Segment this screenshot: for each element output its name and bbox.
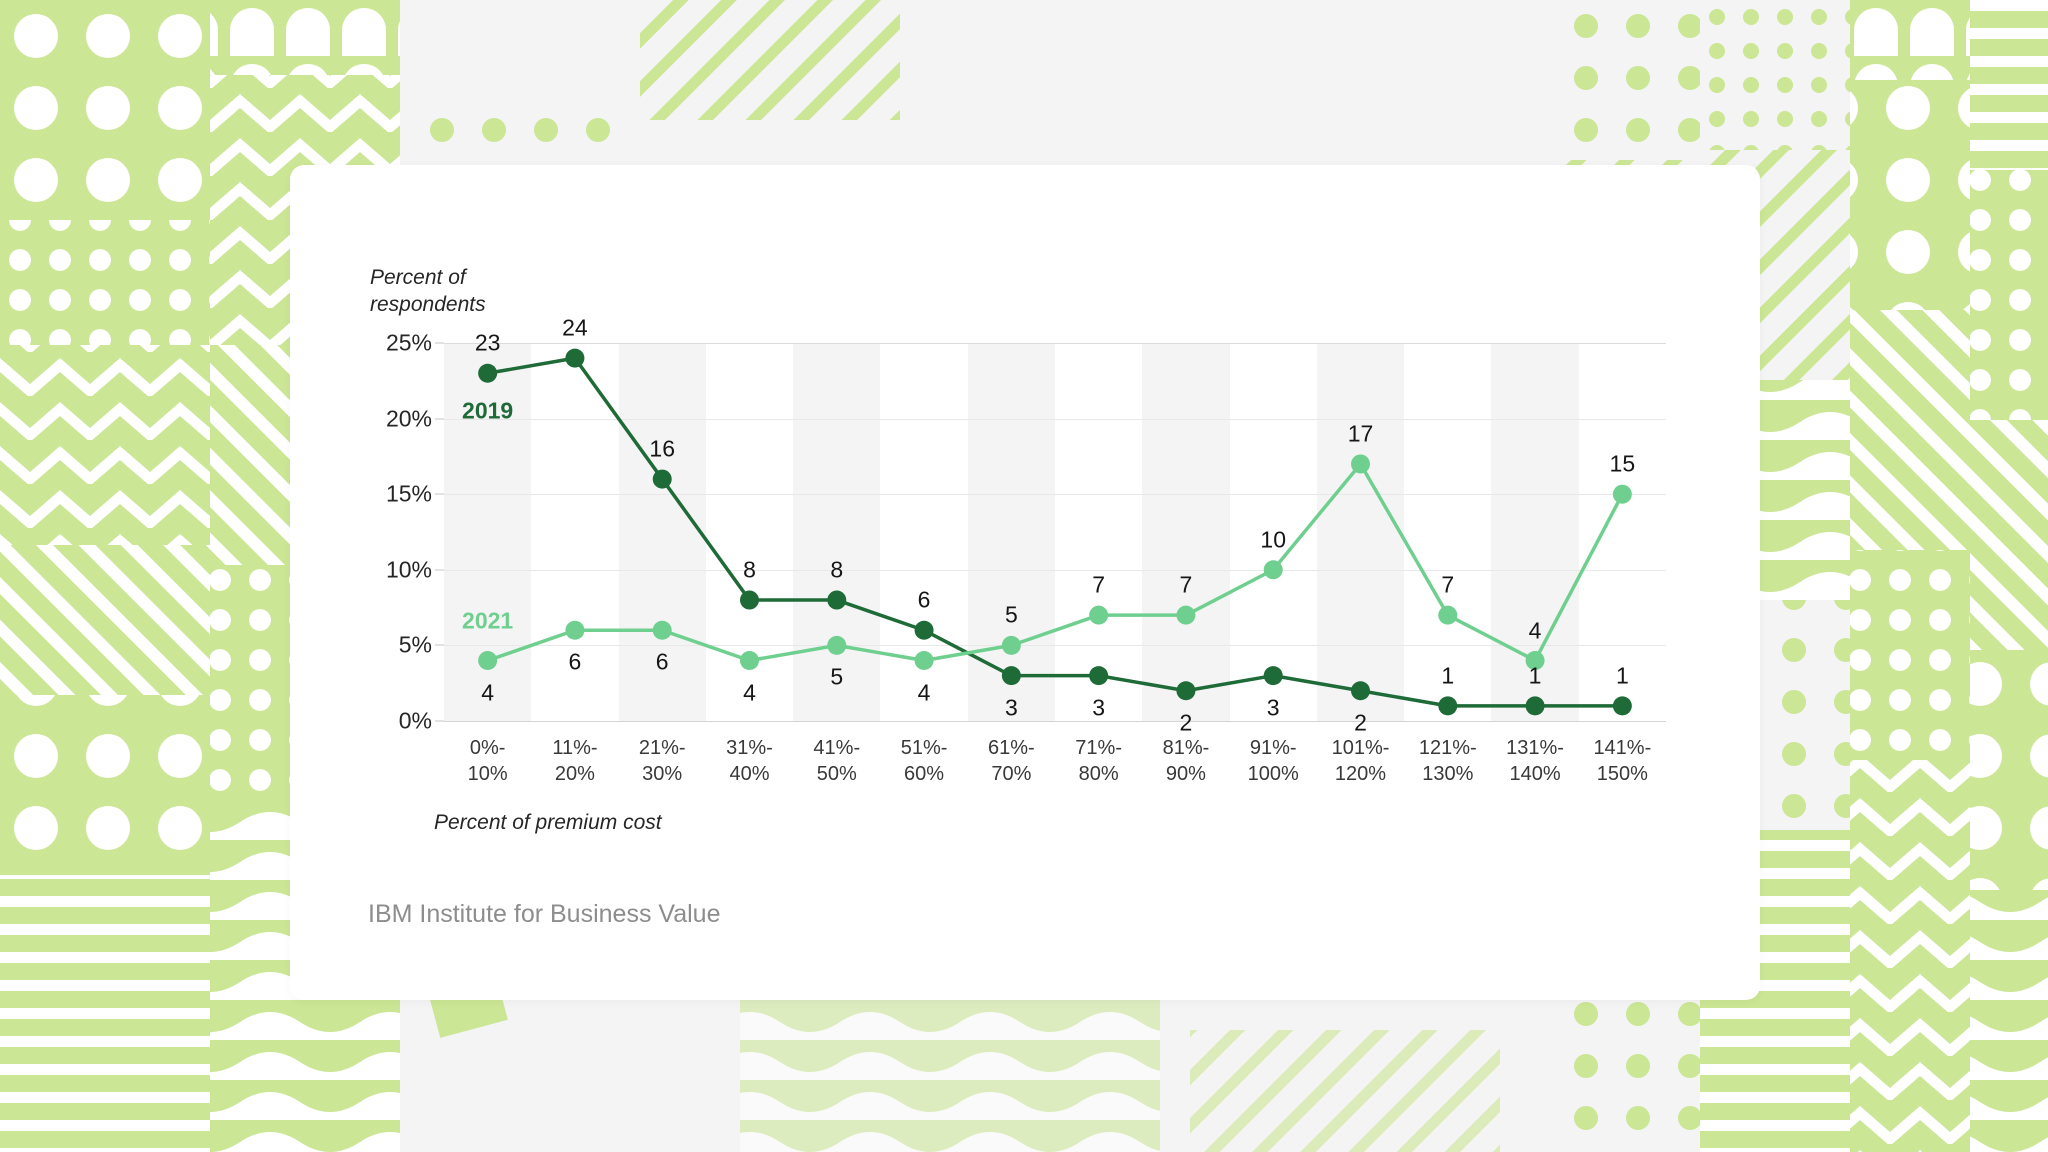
x-axis-tick-label: 51%- 60% bbox=[900, 737, 948, 786]
y-axis-tick-label: 15% bbox=[385, 480, 432, 507]
data-point-marker[interactable] bbox=[478, 363, 498, 383]
x-axis-tick-label: 31%- 40% bbox=[726, 737, 773, 786]
x-axis-tick-label: 121%- 130% bbox=[1418, 737, 1477, 786]
column-band bbox=[618, 343, 706, 721]
y-axis-tick-label: 5% bbox=[398, 631, 432, 658]
source-label: IBM Institute for Business Value bbox=[368, 900, 721, 928]
x-axis-tick-label: 131%- 140% bbox=[1506, 737, 1564, 786]
gridline bbox=[444, 721, 1666, 722]
data-point-marker[interactable] bbox=[1351, 681, 1370, 701]
column-band bbox=[1142, 343, 1230, 721]
gridline bbox=[444, 569, 1666, 571]
column-band bbox=[1316, 343, 1405, 721]
data-point-marker[interactable] bbox=[1089, 666, 1109, 686]
data-point-marker[interactable] bbox=[827, 590, 847, 610]
x-axis-tick-label: 21%- 30% bbox=[638, 737, 686, 786]
y-axis-tick-mark bbox=[435, 569, 444, 571]
y-axis-tick-label: 25% bbox=[385, 329, 432, 356]
gridline bbox=[444, 494, 1666, 496]
x-axis-tick-label: 0%- 10% bbox=[467, 737, 508, 786]
x-axis-tick-label: 61%- 70% bbox=[987, 737, 1035, 786]
data-point-label: 24 bbox=[562, 314, 588, 341]
data-point-marker[interactable] bbox=[914, 620, 934, 640]
data-point-marker[interactable] bbox=[1176, 605, 1196, 625]
data-point-marker[interactable] bbox=[1263, 666, 1283, 686]
x-axis-tick-label: 141%- 150% bbox=[1593, 737, 1652, 786]
y-axis-tick-label: 20% bbox=[385, 405, 432, 432]
data-point-marker[interactable] bbox=[478, 651, 498, 671]
data-point-marker[interactable] bbox=[740, 590, 759, 610]
gridline bbox=[444, 645, 1666, 647]
gridline bbox=[444, 418, 1666, 420]
x-axis-tick-label: 91%- 100% bbox=[1247, 737, 1299, 786]
data-point-marker[interactable] bbox=[1089, 605, 1109, 625]
series-line bbox=[485, 356, 1625, 708]
data-point-marker[interactable] bbox=[914, 651, 934, 671]
x-axis-tick-label: 81%- 90% bbox=[1162, 737, 1210, 786]
series-lines bbox=[478, 348, 1632, 716]
data-point-marker[interactable] bbox=[1438, 605, 1458, 625]
data-point-marker[interactable] bbox=[1351, 454, 1370, 474]
data-point-marker[interactable] bbox=[565, 348, 585, 368]
data-point-marker[interactable] bbox=[652, 620, 672, 640]
x-axis-title: Percent of premium cost bbox=[434, 811, 662, 834]
data-point-marker[interactable] bbox=[1263, 560, 1283, 580]
y-axis-tick-mark bbox=[435, 418, 444, 420]
y-axis-title: Percent of respondents bbox=[370, 266, 486, 316]
y-axis-tick-mark bbox=[435, 493, 444, 495]
data-point-marker[interactable] bbox=[1001, 635, 1021, 655]
series-label-2021: 2021 bbox=[462, 607, 514, 634]
data-point-marker[interactable] bbox=[1176, 681, 1196, 701]
y-axis-tick-label: 0% bbox=[398, 707, 432, 734]
data-point-marker[interactable] bbox=[1612, 696, 1632, 716]
y-axis-tick-label: 10% bbox=[385, 556, 432, 583]
chart-container: Percent of respondents Percent of premiu… bbox=[370, 265, 1680, 845]
series-line bbox=[485, 462, 1625, 663]
data-point-marker[interactable] bbox=[1525, 651, 1545, 671]
data-point-marker[interactable] bbox=[1612, 484, 1632, 504]
data-point-marker[interactable] bbox=[565, 620, 585, 640]
x-axis-tick-label: 101%- 120% bbox=[1331, 737, 1390, 786]
y-axis-tick-mark bbox=[435, 720, 444, 722]
x-axis-tick-label: 11%- 20% bbox=[552, 737, 598, 786]
data-point-marker[interactable] bbox=[1001, 666, 1021, 686]
data-point-marker[interactable] bbox=[1525, 696, 1545, 716]
plot-area: 0% 5% 10% 15% 20% 25% 0%- 10% 11%- 20% 21%- 30%… bbox=[386, 315, 1666, 785]
series-label-2019: 2019 bbox=[462, 397, 514, 424]
data-point-marker[interactable] bbox=[827, 635, 847, 655]
data-point-marker[interactable] bbox=[1438, 696, 1458, 716]
y-axis-tick-mark bbox=[435, 644, 444, 646]
x-axis-tick-label: 71%- 80% bbox=[1075, 737, 1122, 786]
column-band bbox=[793, 343, 881, 721]
data-point-marker[interactable] bbox=[740, 651, 759, 671]
data-point-marker[interactable] bbox=[652, 469, 672, 489]
x-axis-tick-label: 41%- 50% bbox=[813, 737, 861, 786]
gridline bbox=[444, 343, 1666, 344]
column-band bbox=[967, 343, 1055, 721]
chart-card: Percent of respondents Percent of premiu… bbox=[290, 165, 1760, 1000]
y-axis-tick-mark bbox=[435, 342, 444, 344]
